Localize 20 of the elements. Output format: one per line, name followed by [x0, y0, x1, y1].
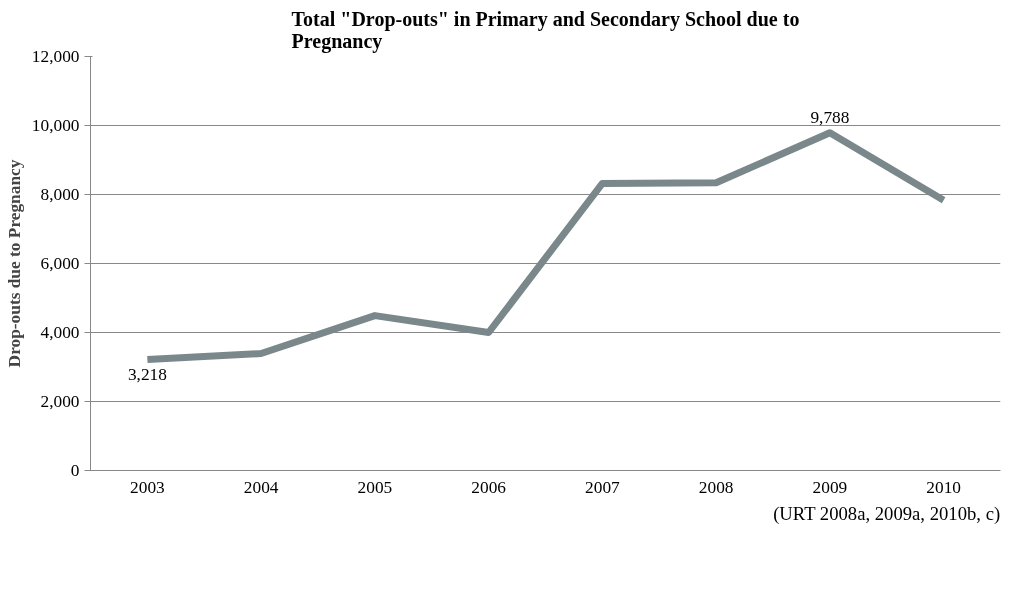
x-tick-label: 2005: [357, 477, 393, 497]
x-tick-label: 2006: [471, 477, 507, 497]
y-tick-label: 2,000: [40, 392, 80, 411]
data-label: 3,218: [127, 365, 167, 385]
x-tick-label: 2003: [130, 477, 165, 497]
x-tick-label: 2007: [585, 477, 621, 497]
y-tick-label: 6,000: [40, 254, 80, 273]
y-tick-label: 4,000: [40, 323, 80, 342]
text: (URT 2008a, 2009a, 2010b, c): [773, 502, 1001, 525]
x-tick-label: 2004: [243, 477, 279, 497]
x-tick-label: 2009: [812, 477, 848, 497]
y-tick-label: 10,000: [31, 116, 80, 135]
x-tick-label: 2010: [926, 477, 961, 497]
x-tick-label: 2008: [698, 477, 734, 497]
y-tick-label: 8,000: [40, 185, 80, 204]
data-label: 9,788: [810, 107, 850, 127]
y-tick-label: 12,000: [31, 47, 80, 66]
y-tick-label: 0: [70, 461, 80, 480]
y-axis-title: Drop-outs due to Pregnancy: [4, 159, 24, 368]
chart-title: Total "Drop-outs" in Primary and Secondary School due to Pregnancy: [291, 7, 800, 53]
